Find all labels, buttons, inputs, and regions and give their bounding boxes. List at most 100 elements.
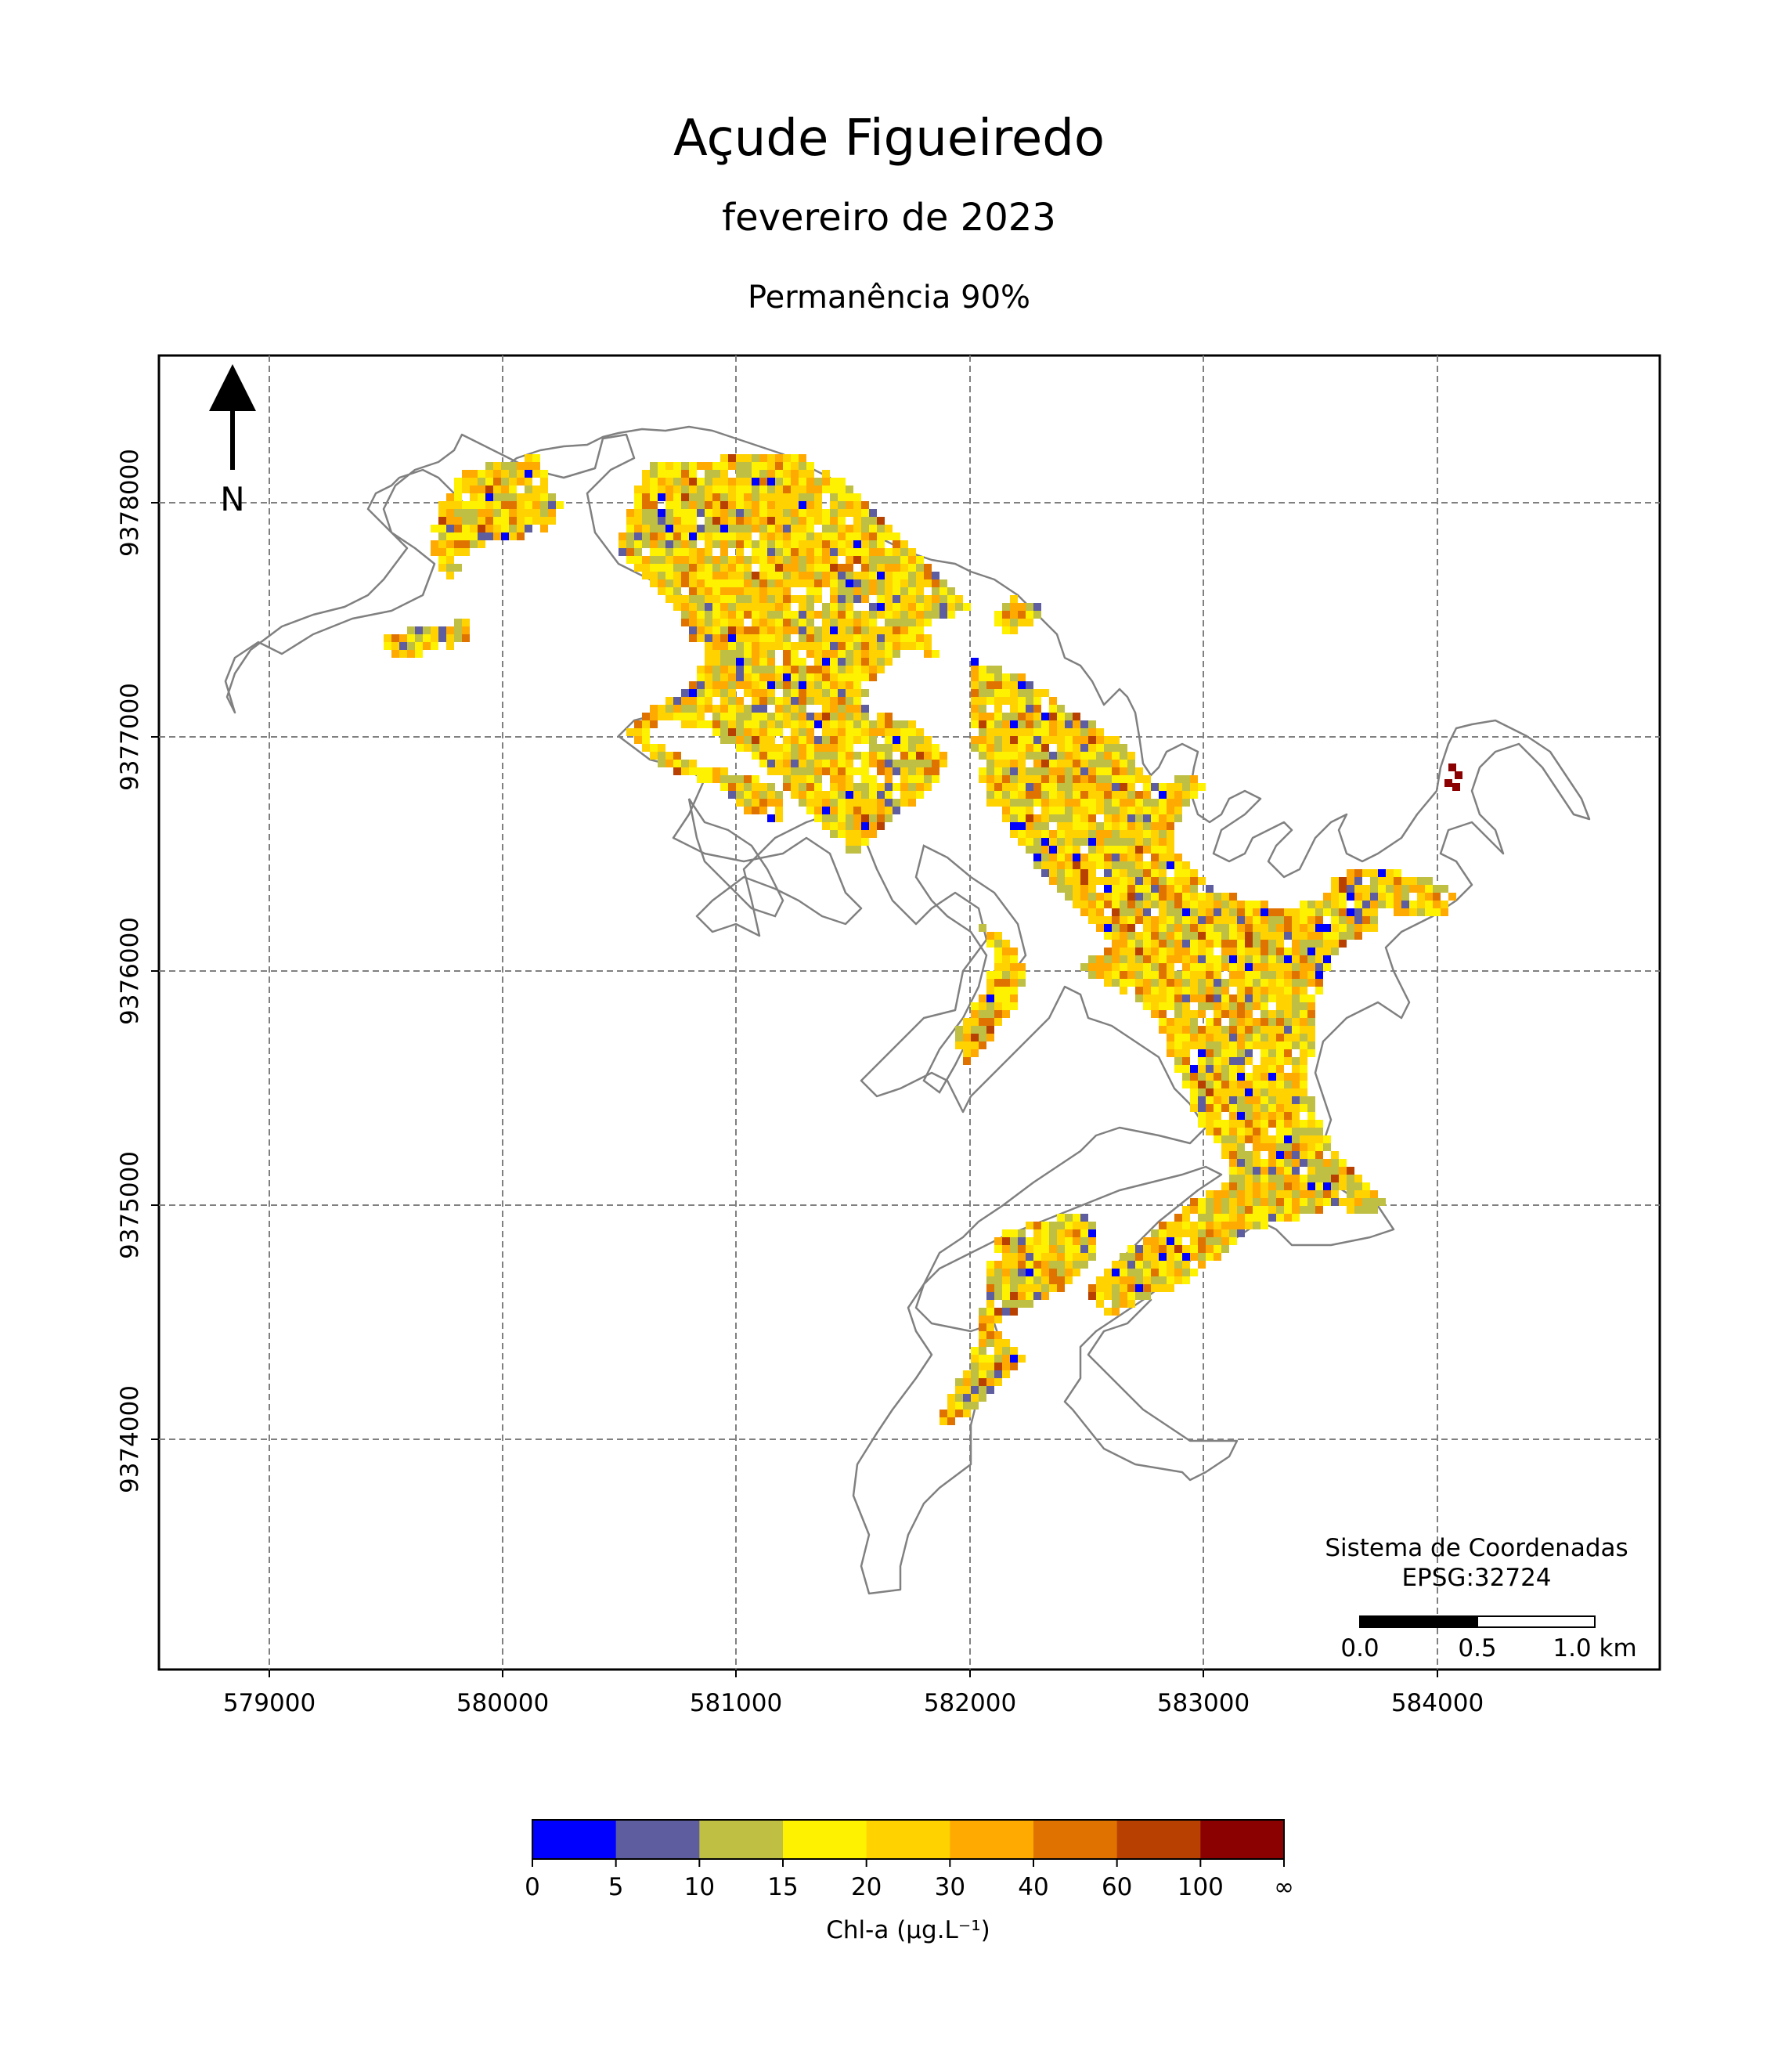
raster-pixel (1245, 1182, 1253, 1190)
raster-pixel (1010, 705, 1018, 713)
raster-pixel (791, 783, 799, 791)
raster-pixel (1151, 854, 1159, 861)
raster-pixel (846, 634, 853, 642)
raster-pixel (885, 642, 893, 650)
raster-pixel (1096, 767, 1104, 775)
raster-pixel (720, 658, 728, 666)
raster-pixel (1190, 1065, 1198, 1073)
raster-pixel (986, 1002, 994, 1010)
raster-pixel (877, 548, 885, 556)
raster-pixel (1073, 854, 1080, 861)
raster-pixel (822, 736, 830, 744)
raster-pixel (1276, 1057, 1284, 1065)
colorbar-segment (866, 1820, 950, 1859)
raster-pixel (900, 791, 908, 799)
raster-pixel (1206, 1128, 1214, 1135)
raster-pixel (1229, 1135, 1237, 1143)
raster-pixel (1151, 838, 1159, 846)
raster-pixel (830, 822, 838, 830)
raster-pixel (877, 658, 885, 666)
colorbar-segment (699, 1820, 784, 1859)
raster-pixel (1245, 1018, 1253, 1026)
raster-pixel (384, 642, 391, 650)
raster-pixel (1307, 916, 1315, 924)
raster-pixel (752, 493, 759, 501)
raster-pixel (1143, 979, 1151, 987)
raster-pixel (1018, 619, 1026, 626)
raster-pixel (1041, 720, 1049, 728)
raster-pixel (814, 548, 822, 556)
raster-pixel (1182, 1269, 1190, 1276)
raster-pixel (1002, 1245, 1010, 1253)
raster-pixel (783, 626, 791, 634)
raster-pixel (689, 517, 697, 525)
raster-pixel (885, 814, 893, 822)
raster-pixel (759, 540, 767, 548)
y-tick-label: 9378000 (116, 449, 144, 557)
raster-pixel (1441, 901, 1448, 908)
raster-pixel (979, 1018, 986, 1026)
raster-pixel (478, 517, 485, 525)
raster-pixel (1268, 1175, 1276, 1182)
raster-pixel (1268, 948, 1276, 955)
raster-pixel (1010, 822, 1018, 830)
raster-pixel (822, 548, 830, 556)
raster-pixel (697, 501, 705, 509)
scale-label: 1.0 km (1553, 1634, 1636, 1662)
raster-pixel (1135, 799, 1143, 807)
raster-pixel (775, 681, 783, 689)
raster-pixel (1245, 963, 1253, 971)
raster-pixel (1104, 979, 1112, 987)
raster-pixel (1151, 1010, 1159, 1018)
raster-pixel (885, 807, 893, 814)
raster-pixel (1120, 940, 1127, 948)
raster-pixel (955, 1041, 963, 1049)
raster-pixel (838, 736, 846, 744)
raster-pixel (1276, 1198, 1284, 1206)
raster-pixel (1049, 728, 1057, 736)
raster-pixel (1112, 924, 1120, 932)
raster-pixel (1237, 1190, 1245, 1198)
raster-pixel (642, 509, 650, 517)
raster-pixel (775, 587, 783, 595)
raster-pixel (775, 713, 783, 720)
raster-pixel (1253, 1096, 1260, 1104)
raster-pixel (846, 556, 853, 564)
crs-line2: EPSG:32724 (1401, 1564, 1551, 1592)
raster-pixel (1315, 1198, 1323, 1206)
raster-pixel (720, 532, 728, 540)
raster-pixel (814, 681, 822, 689)
raster-pixel (1174, 1049, 1182, 1057)
raster-pixel (853, 728, 861, 736)
raster-pixel (1206, 971, 1214, 979)
raster-pixel (1120, 807, 1127, 814)
raster-pixel (1127, 822, 1135, 830)
raster-pixel (1190, 916, 1198, 924)
raster-pixel (1300, 1104, 1307, 1112)
raster-pixel (979, 720, 986, 728)
raster-pixel (1354, 1175, 1362, 1182)
raster-pixel (1268, 963, 1276, 971)
raster-pixel (1026, 736, 1033, 744)
raster-pixel (712, 509, 720, 517)
raster-pixel (1159, 885, 1167, 893)
raster-pixel (791, 705, 799, 713)
raster-pixel (1268, 1198, 1276, 1206)
raster-pixel (1307, 1167, 1315, 1175)
raster-pixel (1276, 1159, 1284, 1167)
raster-pixel (1237, 901, 1245, 908)
raster-pixel (1323, 948, 1331, 955)
raster-pixel (1354, 1182, 1362, 1190)
raster-pixel (1214, 1214, 1221, 1222)
raster-pixel (1221, 1182, 1229, 1190)
raster-pixel (1441, 885, 1448, 893)
raster-pixel (1073, 1222, 1080, 1229)
raster-pixel (814, 572, 822, 579)
raster-pixel (1096, 1284, 1104, 1292)
raster-pixel (1073, 736, 1080, 744)
raster-pixel (736, 744, 744, 752)
raster-pixel (1347, 877, 1354, 885)
raster-pixel (619, 540, 626, 548)
raster-pixel (877, 587, 885, 595)
raster-pixel (1292, 1143, 1300, 1151)
